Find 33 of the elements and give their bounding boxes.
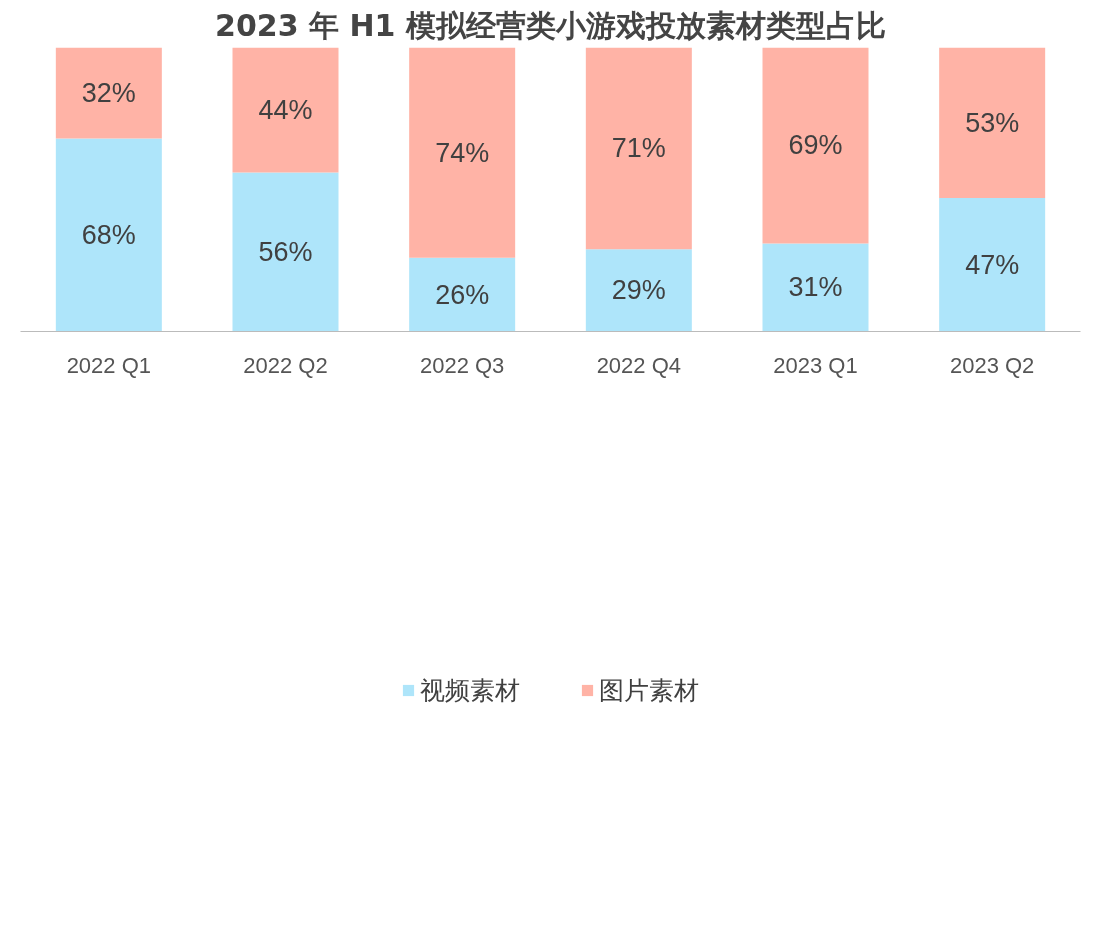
data-label: 32%	[81, 77, 136, 108]
data-label: 29%	[611, 275, 666, 306]
bar	[585, 249, 692, 332]
legend-label: 图片素材	[599, 674, 699, 707]
x-tick-label: 2023 Q1	[773, 352, 858, 378]
data-label: 47%	[965, 249, 1020, 280]
bar	[585, 47, 692, 250]
data-label: 68%	[81, 219, 136, 250]
bar	[55, 138, 162, 332]
data-label: 69%	[788, 130, 843, 161]
bar	[232, 172, 339, 332]
bar	[762, 243, 869, 332]
data-label: 74%	[435, 137, 490, 168]
chart-title: 2023 年 H1 模拟经营类小游戏投放素材类型占比	[215, 7, 886, 43]
data-label: 31%	[788, 272, 843, 303]
bar	[55, 47, 162, 139]
x-tick-label: 2022 Q4	[596, 352, 682, 378]
bar	[232, 47, 339, 173]
bar	[409, 47, 516, 258]
x-tick-label: 2023 Q2	[949, 352, 1035, 378]
x-tick-label: 2022 Q3	[419, 352, 505, 378]
bar	[939, 47, 1046, 199]
data-label: 44%	[258, 94, 313, 125]
data-label: 56%	[258, 236, 313, 267]
data-label: 71%	[611, 133, 666, 164]
data-label: 53%	[965, 107, 1020, 138]
x-tick-label: 2022 Q2	[243, 352, 328, 378]
x-tick-label: 2022 Q1	[66, 352, 152, 378]
bar	[409, 257, 516, 332]
bar	[762, 47, 869, 244]
legend-label: 视频素材	[420, 674, 520, 707]
bar	[939, 198, 1046, 332]
data-label: 26%	[435, 279, 490, 310]
